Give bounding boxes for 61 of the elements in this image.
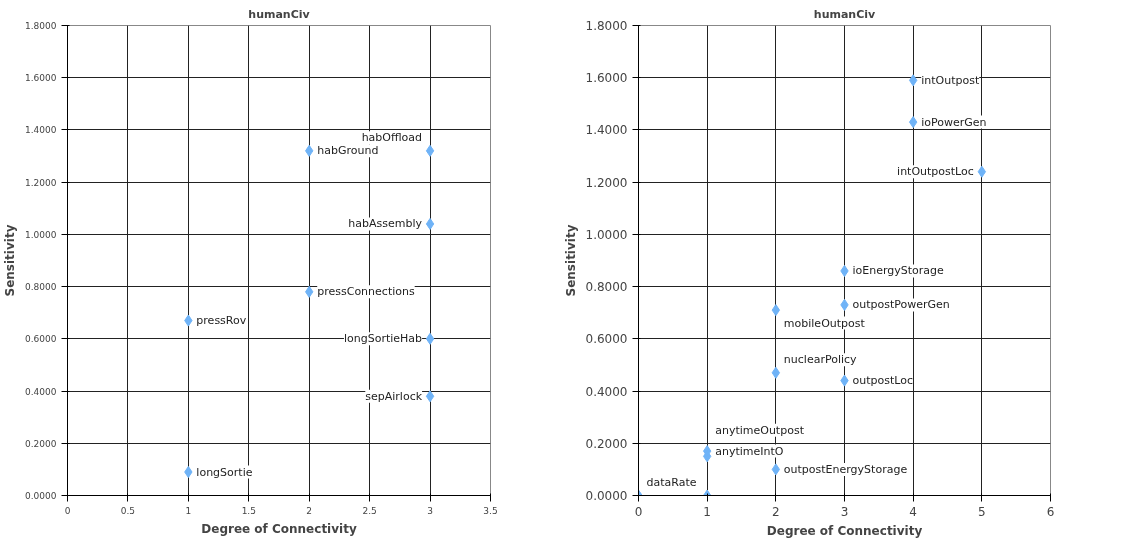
y-tick-label: 0.2000 [25,438,57,449]
y-tick-label: 1.8000 [585,19,628,33]
y-tick-label: 0.8000 [585,280,628,295]
y-tick-label: 0.6000 [585,332,628,347]
annotation: longSortieHab [343,332,423,346]
annotation: outpostPowerGen [852,298,950,312]
annotation: intOutpost [921,73,980,87]
annotation: outpostEnergyStorage [783,462,908,476]
annotation: sepAirlock [365,389,423,403]
y-tick-label: 1.8000 [25,21,57,31]
y-tick-label: 1.4000 [25,125,57,136]
annotation: ioPowerGen [921,115,987,129]
x-tick-label: 0.5 [120,505,136,516]
y-tick-label: 1.4000 [585,123,628,138]
y-tick-label: 1.2000 [585,175,628,190]
y-tick-label: 0.4000 [25,386,57,397]
y-tick-label: 0.8000 [25,282,57,293]
x-tick-label: 4 [909,504,917,519]
x-tick-label: 3.5 [483,505,498,516]
chart-title: humanCiv [248,7,311,21]
annotation: intOutpostLoc [897,165,974,179]
x-tick-label: 3 [427,505,433,516]
y-tick-label: 0.0000 [25,491,57,501]
y-tick-label: 0.6000 [25,334,57,345]
y-axis-title: Sensitivity [3,224,18,297]
annotation: longSortie [196,465,253,479]
y-tick-label: 0.0000 [585,489,628,503]
x-tick-label: 5 [978,504,986,519]
y-tick-label: 1.0000 [25,229,57,240]
annotation: anytimeOutpost [715,423,805,437]
annotation: dataRate [646,476,697,489]
y-tick-label: 1.0000 [585,227,628,242]
annotation: habAssembly [348,217,423,231]
x-axis-title: Degree of Connectivity [201,521,357,536]
x-tick-label: 2 [772,504,780,519]
x-tick-label: 1 [185,505,192,516]
x-tick-label: 0 [634,504,643,519]
y-tick-label: 1.2000 [25,177,57,188]
annotation: nuclearPolicy [783,353,858,367]
chart-title: humanCiv [813,7,877,21]
annotation: mobileOutpost [783,316,866,330]
x-tick-label: 0 [64,505,71,516]
annotation: habGround [317,144,379,158]
y-axis-title: Sensitivity [563,224,578,297]
x-tick-label: 1.5 [241,505,256,516]
x-tick-label: 2.5 [362,505,377,516]
y-tick-label: 0.4000 [585,384,628,399]
y-tick-label: 1.6000 [25,73,57,84]
annotation: ioEnergyStorage [852,264,945,278]
annotation: outpostLoc [852,374,913,388]
annotation: pressRov [196,314,247,328]
x-tick-label: 2 [306,505,313,516]
x-tick-label: 6 [1046,504,1055,519]
x-tick-label: 3 [840,504,849,519]
y-tick-label: 0.2000 [585,436,628,451]
annotation: habOffload [361,131,423,145]
y-tick-label: 1.6000 [585,71,628,86]
annotation: anytimeIntO [715,444,784,458]
x-tick-label: 1 [703,504,711,519]
x-axis-title: Degree of Connectivity [766,523,923,538]
annotation: pressConnections [317,285,415,299]
